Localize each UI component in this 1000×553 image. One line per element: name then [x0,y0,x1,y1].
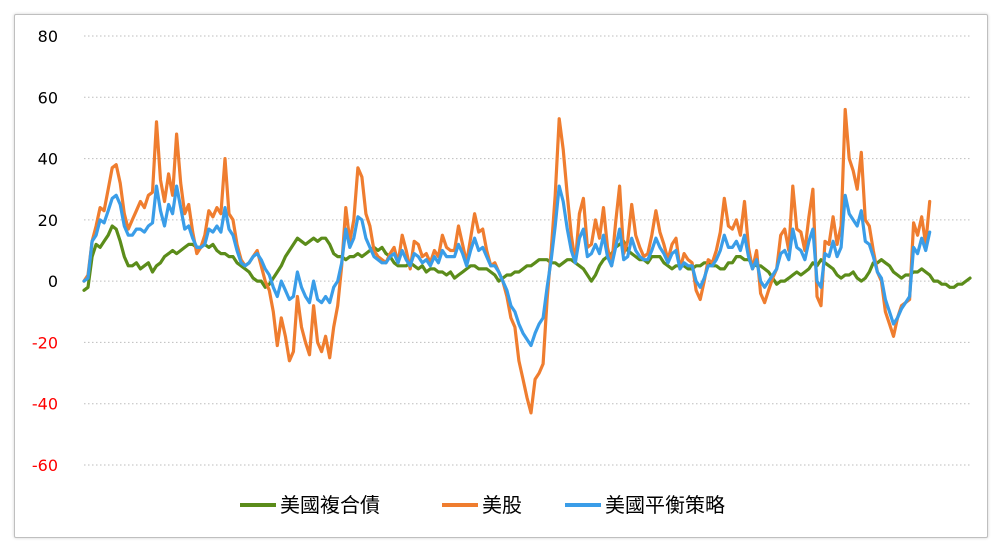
y-tick-label: 80 [38,27,58,46]
series-line-2 [82,184,932,348]
legend-label: 美國平衡策略 [605,493,725,517]
y-tick-label: -60 [32,456,58,475]
y-tick-label: 0 [48,272,58,291]
y-tick-label: -40 [32,395,58,414]
series-line-1 [82,107,932,415]
y-tick-label: 60 [38,88,58,107]
y-tick-label: -20 [32,333,58,352]
legend: 美國複合債 美股 美國平衡策略 [240,493,725,517]
y-axis-ticks: 80 60 40 20 0 -20 -40 -60 [32,27,58,475]
legend-label: 美國複合債 [280,493,380,517]
y-tick-label: 40 [38,150,58,169]
y-tick-label: 20 [38,211,58,230]
legend-label: 美股 [482,493,522,517]
series-lines [82,107,972,415]
